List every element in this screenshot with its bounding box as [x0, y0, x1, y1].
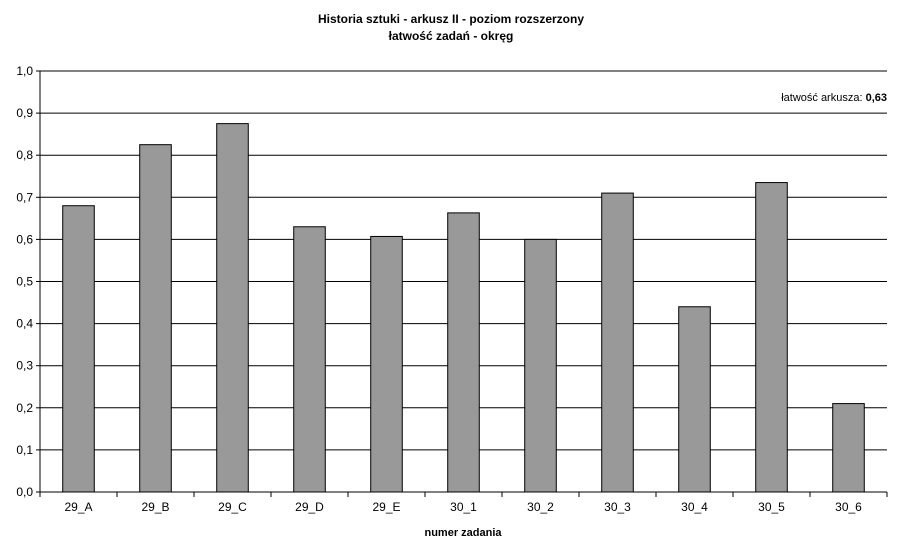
bar: [524, 238, 557, 493]
bar: [832, 403, 865, 493]
bar: [447, 212, 480, 493]
bar: [62, 205, 95, 493]
y-tick-label: 0,5: [16, 275, 33, 289]
chart-title: Historia sztuki - arkusz II - poziom roz…: [317, 12, 585, 26]
bar: [216, 123, 249, 493]
x-tick-label: 30_6: [835, 500, 862, 514]
y-tick-label: 0,2: [16, 401, 33, 415]
sheet-ease-label: łatwość arkusza:: [781, 92, 865, 104]
x-tick-label: 30_3: [604, 500, 631, 514]
sheet-ease-annotation: łatwość arkusza: 0,63: [781, 92, 887, 104]
x-tick-label: 30_2: [527, 500, 554, 514]
x-tick-label: 30_1: [450, 500, 477, 514]
sheet-ease-value: 0,63: [866, 92, 887, 104]
bar: [678, 306, 711, 493]
x-axis-ticks: 29_A 29_B 29_C 29_D 29_E 30_1 30_2 30_3 30_4 30_5…: [39, 492, 888, 514]
bars: [62, 123, 865, 493]
y-axis-ticks: 0,0 0,1 0,2 0,3 0,4 0,5 0,6 0,7 0,8 0,9 1,0: [16, 64, 40, 499]
bar: [755, 182, 788, 493]
x-tick-label: 29_C: [218, 500, 247, 514]
y-tick-label: 0,0: [16, 485, 33, 499]
x-tick-label: 30_5: [758, 500, 785, 514]
bar: [370, 235, 403, 493]
chart-subtitle: łatwość zadań - okręg: [388, 29, 514, 43]
y-tick-label: 0,4: [16, 317, 33, 331]
y-tick-label: 0,9: [16, 106, 33, 120]
bar: [139, 144, 172, 493]
x-tick-label: 29_E: [372, 500, 400, 514]
bar: [293, 226, 326, 493]
x-tick-label: 29_A: [64, 500, 92, 514]
y-tick-label: 0,3: [16, 359, 33, 373]
gridlines: [40, 70, 887, 451]
x-tick-label: 29_D: [295, 500, 324, 514]
y-tick-label: 1,0: [16, 64, 33, 78]
y-tick-label: 0,1: [16, 443, 33, 457]
bar: [601, 192, 634, 493]
y-tick-label: 0,7: [16, 190, 33, 204]
x-tick-label: 30_4: [681, 500, 708, 514]
x-axis-label: numer zadania: [424, 527, 502, 539]
y-tick-label: 0,8: [16, 148, 33, 162]
x-tick-label: 29_B: [141, 500, 169, 514]
y-tick-label: 0,6: [16, 232, 33, 246]
